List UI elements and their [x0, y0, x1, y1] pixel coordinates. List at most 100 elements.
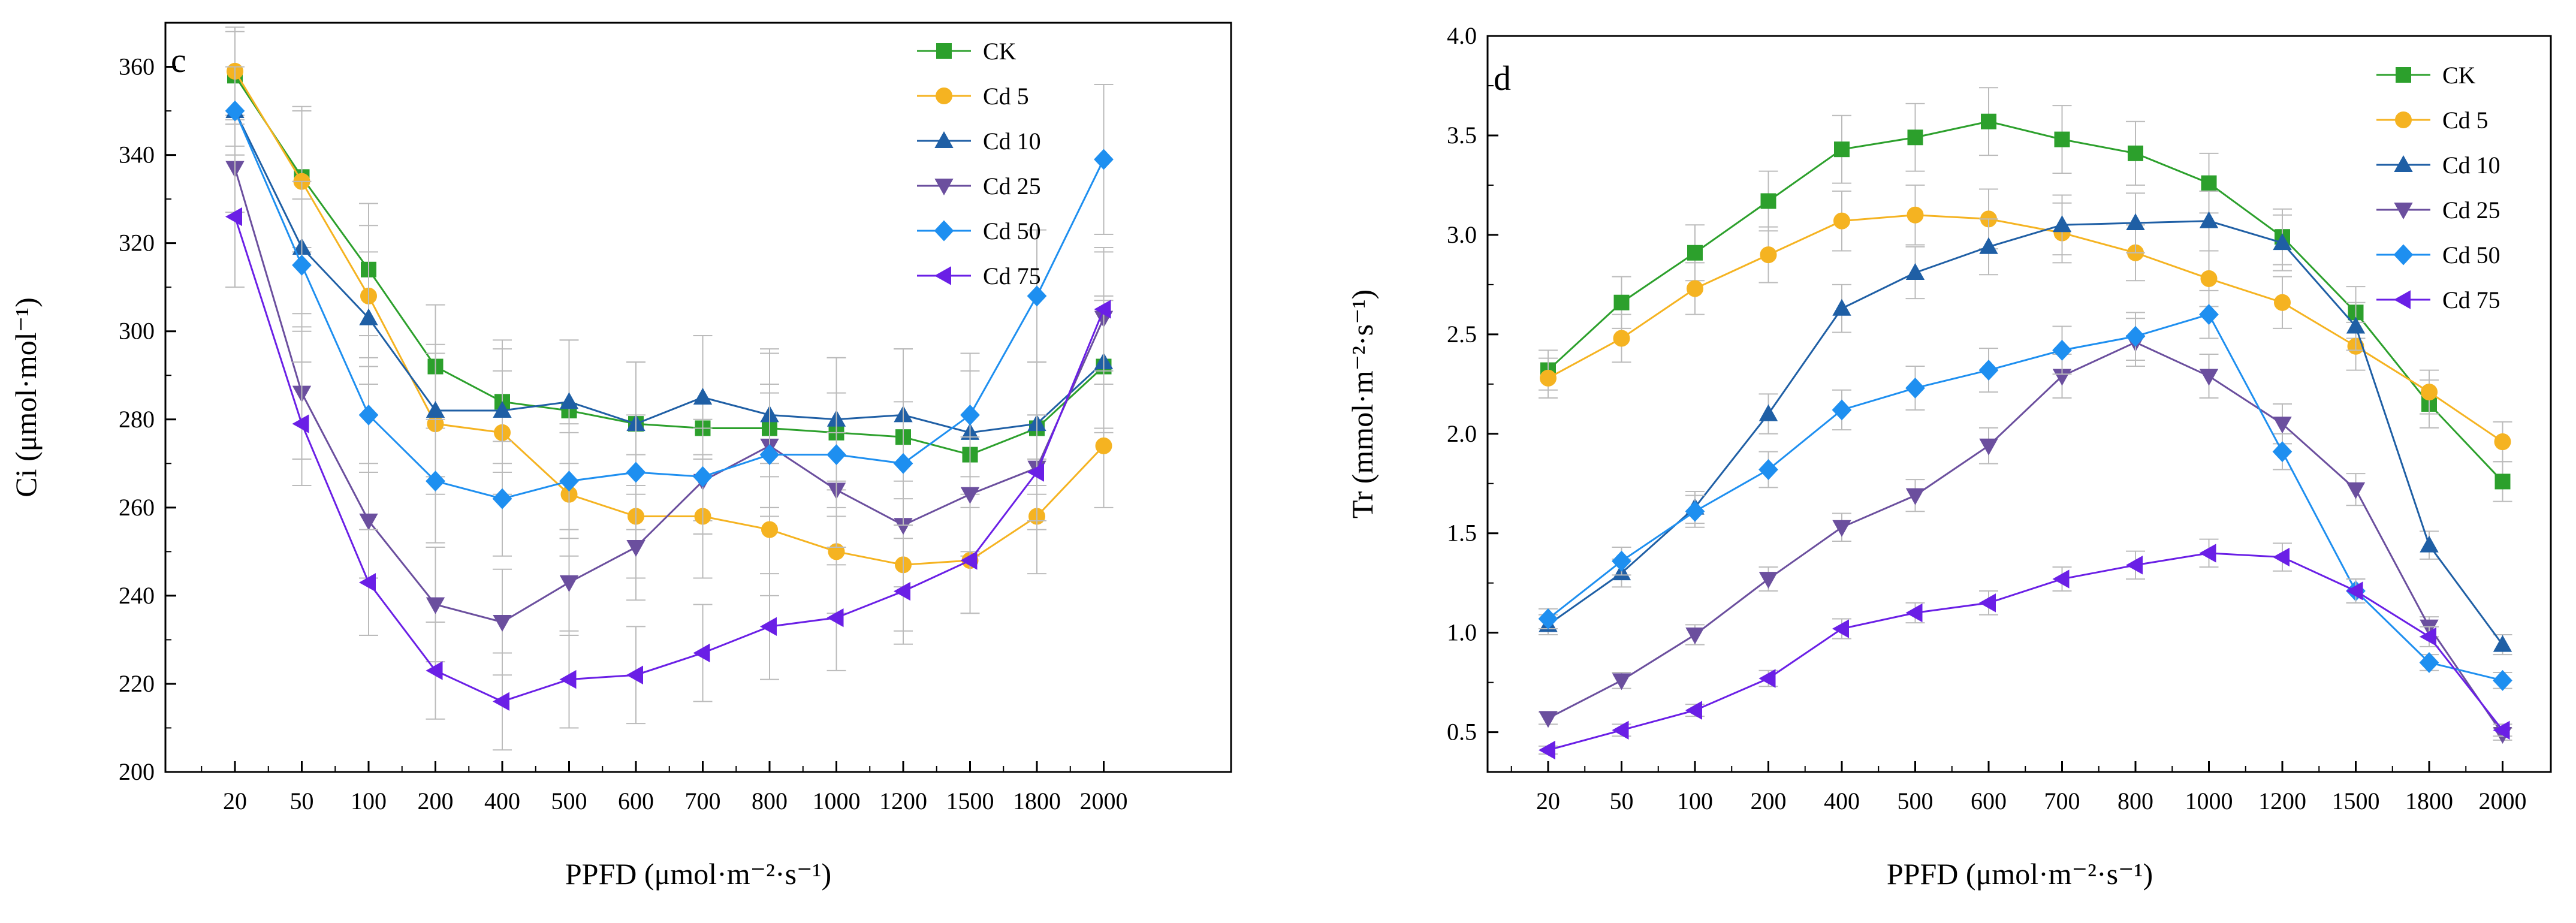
y-tick-label: 3.0 — [1447, 221, 1477, 248]
series-cd-10 — [1539, 190, 2512, 656]
data-point — [1538, 740, 1555, 760]
data-point — [1978, 593, 1996, 613]
data-point — [1027, 463, 1044, 482]
data-point — [2272, 441, 2293, 463]
y-tick-label: 220 — [119, 670, 155, 697]
x-tick-label: 1800 — [1013, 788, 1061, 815]
data-point — [2494, 473, 2511, 490]
data-point — [426, 470, 445, 492]
data-point — [559, 669, 577, 689]
panel-d-chart: 0.5 1.0 1.5 2.0 2.5 3.0 3.5 4.0 20 50 100 200 400 500… — [1346, 22, 2552, 891]
data-point — [2346, 482, 2366, 499]
x-tick-label: 1800 — [2405, 788, 2453, 815]
legend-label: Cd 75 — [983, 263, 1041, 289]
legend-label: CK — [983, 38, 1016, 65]
data-point — [1833, 212, 1850, 230]
data-point — [1685, 627, 1705, 645]
y-tick-label: 360 — [119, 53, 155, 80]
series-cd-50 — [225, 66, 1114, 557]
legend-label: CK — [2442, 62, 2476, 89]
y-tick-label: 4.0 — [1447, 22, 1477, 49]
data-point — [426, 597, 445, 614]
series-line — [1547, 120, 2503, 482]
series-line — [234, 71, 1105, 566]
legend-label: Cd 25 — [2442, 197, 2500, 224]
x-tick-label: 200 — [418, 788, 454, 815]
x-tick-label: 100 — [1677, 788, 1713, 815]
data-point — [1760, 193, 1776, 209]
x-tick-label: 700 — [2044, 788, 2080, 815]
y-axis-title: Tr (mmol·m⁻²·s⁻¹) — [1346, 289, 1379, 518]
legend-marker — [936, 88, 952, 104]
series-cd-5 — [1539, 184, 2512, 463]
legend-label: Cd 75 — [2442, 286, 2500, 313]
data-point — [1612, 673, 1631, 690]
data-point — [761, 521, 778, 538]
data-point — [1905, 263, 1925, 280]
series-line — [1548, 341, 2503, 735]
data-point — [1979, 438, 1998, 456]
data-point — [2273, 233, 2292, 251]
data-point — [626, 665, 643, 684]
y-tick-label: 300 — [119, 318, 155, 345]
series-line — [234, 75, 1105, 456]
data-point — [359, 308, 378, 325]
data-point — [2346, 581, 2363, 601]
legend-label: Cd 50 — [983, 218, 1041, 245]
data-point — [1760, 246, 1777, 264]
data-point — [1094, 149, 1114, 170]
series-line — [1548, 214, 2503, 443]
data-point — [2201, 175, 2217, 191]
data-point — [1540, 369, 1557, 387]
x-tick-label: 2000 — [2479, 788, 2527, 815]
data-point — [1612, 720, 1629, 740]
data-point — [1685, 701, 1702, 720]
legend-label: Cd 25 — [983, 173, 1041, 200]
y-tick-label: 3.5 — [1447, 122, 1477, 149]
data-point — [1832, 298, 1851, 316]
x-tick-label: 100 — [351, 788, 387, 815]
data-point — [292, 414, 309, 433]
panel-label: d — [1494, 59, 1511, 98]
x-tick-label: 200 — [1751, 788, 1787, 815]
legend-marker — [2393, 244, 2414, 266]
y-tick-label: 1.0 — [1447, 619, 1477, 646]
x-tick-label: 2000 — [1080, 788, 1128, 815]
x-tick-label: 50 — [290, 788, 314, 815]
legend-label: Cd 5 — [2442, 107, 2488, 134]
data-point — [1832, 399, 1852, 421]
data-point — [1687, 245, 1703, 261]
legend-marker — [2396, 67, 2411, 83]
series-line — [234, 168, 1105, 623]
data-point — [2346, 316, 2366, 334]
data-point — [2274, 294, 2291, 311]
y-tick-label: 200 — [119, 758, 155, 785]
y-tick-label: 2.5 — [1447, 321, 1477, 348]
data-point — [693, 643, 710, 663]
x-tick-label: 800 — [2117, 788, 2153, 815]
x-tick-label: 1000 — [813, 788, 861, 815]
x-tick-label: 600 — [618, 788, 654, 815]
data-point — [1834, 141, 1850, 158]
x-tick-label: 1200 — [2258, 788, 2306, 815]
data-point — [2493, 720, 2510, 740]
data-point — [1687, 280, 1703, 297]
data-point — [2493, 669, 2512, 691]
data-point — [2199, 304, 2219, 325]
data-point — [2125, 556, 2143, 575]
legend-marker — [2393, 290, 2411, 309]
legend-marker — [2395, 111, 2412, 128]
x-tick-label: 500 — [551, 788, 587, 815]
data-point — [2272, 547, 2290, 567]
legend-marker — [934, 131, 954, 148]
data-point — [2052, 215, 2072, 233]
legend-marker — [934, 266, 951, 285]
x-tick-label: 700 — [685, 788, 721, 815]
y-tick-label: 260 — [119, 494, 155, 521]
legend-marker — [934, 220, 954, 242]
series-cd-75 — [225, 145, 1114, 751]
series-cd-50 — [1538, 289, 2512, 691]
data-point — [1978, 360, 1999, 381]
data-point — [1832, 520, 1851, 537]
data-point — [1905, 377, 1925, 399]
